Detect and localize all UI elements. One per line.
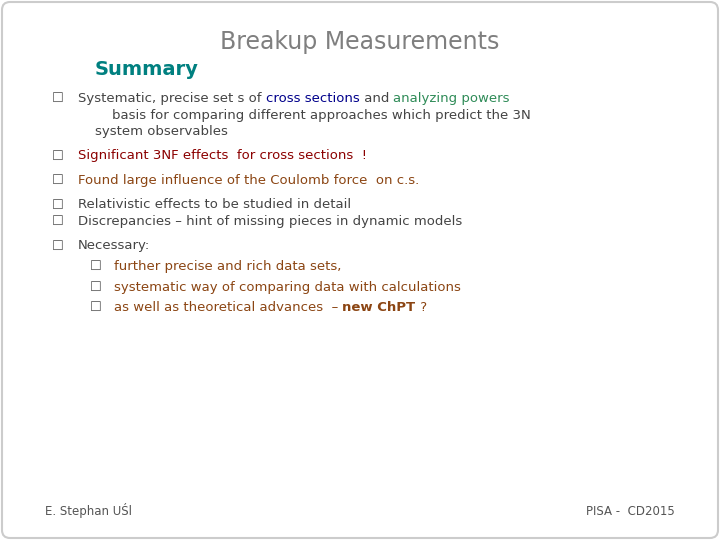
Text: as well as theoretical advances  –: as well as theoretical advances – — [114, 301, 343, 314]
Text: system observables: system observables — [78, 125, 228, 138]
Text: ☐: ☐ — [52, 240, 64, 253]
Text: PISA -  CD2015: PISA - CD2015 — [586, 505, 675, 518]
Text: systematic way of comparing data with calculations: systematic way of comparing data with ca… — [114, 280, 461, 294]
Text: ☐: ☐ — [52, 215, 64, 228]
Text: cross sections: cross sections — [266, 92, 359, 105]
Text: Relativistic effects to be studied in detail: Relativistic effects to be studied in de… — [78, 199, 351, 212]
Text: ☐: ☐ — [52, 199, 64, 212]
Text: basis for comparing different approaches which predict the 3N: basis for comparing different approaches… — [78, 109, 531, 122]
Text: ☐: ☐ — [52, 174, 64, 187]
Text: ☐: ☐ — [90, 260, 102, 273]
Text: and: and — [359, 92, 393, 105]
Text: Significant 3NF effects  for cross sections  !: Significant 3NF effects for cross sectio… — [78, 150, 367, 163]
Text: ☐: ☐ — [52, 150, 64, 163]
Text: Found large influence of the Coulomb force  on c.s.: Found large influence of the Coulomb for… — [78, 174, 419, 187]
Text: Systematic, precise set s of: Systematic, precise set s of — [78, 92, 266, 105]
Text: ☐: ☐ — [90, 301, 102, 314]
Text: further precise and rich data sets,: further precise and rich data sets, — [114, 260, 341, 273]
Text: Discrepancies – hint of missing pieces in dynamic models: Discrepancies – hint of missing pieces i… — [78, 215, 462, 228]
Text: ☐: ☐ — [52, 92, 64, 105]
Text: analyzing powers: analyzing powers — [393, 92, 510, 105]
Text: ?: ? — [415, 301, 427, 314]
Text: ☐: ☐ — [90, 280, 102, 294]
Text: Summary: Summary — [95, 60, 199, 79]
Text: E. Stephan UŚl: E. Stephan UŚl — [45, 503, 132, 518]
Text: new ChPT: new ChPT — [343, 301, 415, 314]
Text: Breakup Measurements: Breakup Measurements — [220, 30, 500, 54]
Text: Necessary:: Necessary: — [78, 240, 150, 253]
